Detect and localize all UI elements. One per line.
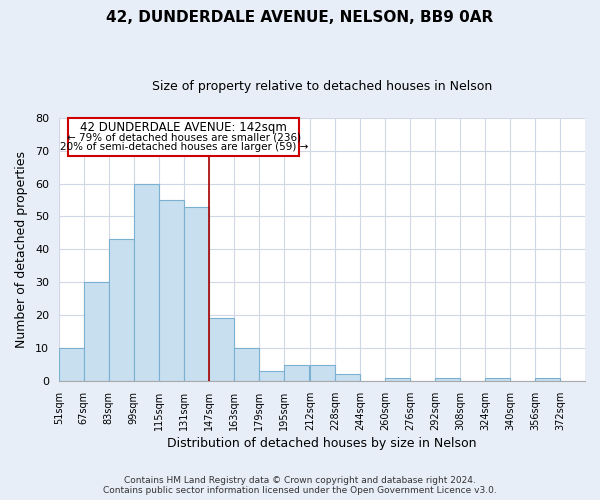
Title: Size of property relative to detached houses in Nelson: Size of property relative to detached ho… [152,80,492,93]
FancyBboxPatch shape [68,118,299,156]
Bar [109,240,134,381]
Bar [259,371,284,381]
Text: 20% of semi-detached houses are larger (59) →: 20% of semi-detached houses are larger (… [59,142,308,152]
Bar [535,378,560,381]
Bar [184,206,209,381]
Bar [209,318,233,381]
Bar [159,200,184,381]
Bar [59,348,84,381]
Text: 42 DUNDERDALE AVENUE: 142sqm: 42 DUNDERDALE AVENUE: 142sqm [80,121,287,134]
Bar [84,282,109,381]
X-axis label: Distribution of detached houses by size in Nelson: Distribution of detached houses by size … [167,437,476,450]
Text: Contains HM Land Registry data © Crown copyright and database right 2024.
Contai: Contains HM Land Registry data © Crown c… [103,476,497,495]
Y-axis label: Number of detached properties: Number of detached properties [15,151,28,348]
Bar [335,374,360,381]
Text: 42, DUNDERDALE AVENUE, NELSON, BB9 0AR: 42, DUNDERDALE AVENUE, NELSON, BB9 0AR [106,10,494,25]
Bar [233,348,259,381]
Bar [485,378,510,381]
Text: ← 79% of detached houses are smaller (236): ← 79% of detached houses are smaller (23… [67,132,301,142]
Bar [310,364,335,381]
Bar [385,378,410,381]
Bar [134,184,159,381]
Bar [435,378,460,381]
Bar [284,364,308,381]
